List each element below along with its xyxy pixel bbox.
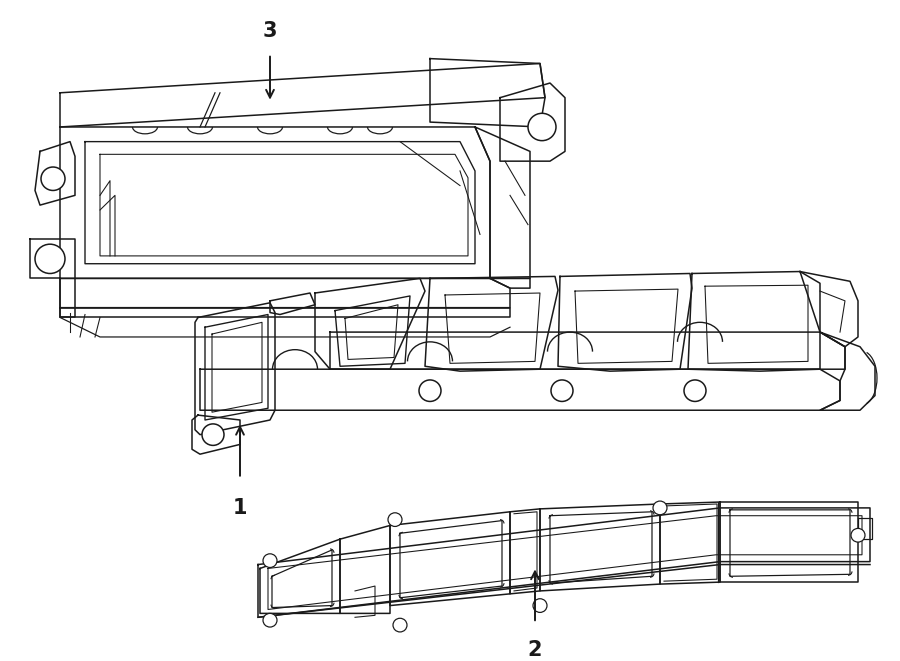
Circle shape (528, 113, 556, 141)
Polygon shape (490, 278, 530, 288)
Polygon shape (85, 141, 475, 264)
Polygon shape (425, 276, 558, 371)
Polygon shape (660, 502, 720, 584)
Polygon shape (340, 525, 390, 613)
Polygon shape (430, 59, 545, 127)
Text: 1: 1 (233, 498, 248, 518)
Polygon shape (558, 274, 692, 371)
Polygon shape (260, 539, 340, 613)
Polygon shape (30, 239, 75, 317)
Text: 3: 3 (263, 21, 277, 41)
Circle shape (851, 528, 865, 542)
Polygon shape (820, 332, 875, 410)
Polygon shape (858, 518, 872, 539)
Polygon shape (688, 272, 820, 371)
Circle shape (684, 380, 706, 401)
Polygon shape (475, 127, 530, 278)
Polygon shape (510, 509, 540, 594)
Polygon shape (35, 141, 75, 205)
Circle shape (35, 244, 65, 274)
Circle shape (41, 167, 65, 190)
Circle shape (551, 380, 573, 401)
Circle shape (419, 380, 441, 401)
Circle shape (202, 424, 224, 446)
Circle shape (393, 618, 407, 632)
Polygon shape (195, 303, 275, 435)
Polygon shape (60, 278, 510, 307)
Circle shape (263, 554, 277, 568)
Polygon shape (60, 127, 490, 278)
Circle shape (388, 513, 402, 526)
Polygon shape (192, 415, 240, 454)
Polygon shape (390, 512, 510, 605)
Polygon shape (330, 332, 845, 369)
Circle shape (653, 501, 667, 515)
Polygon shape (200, 369, 840, 410)
Circle shape (533, 599, 547, 612)
Polygon shape (60, 307, 510, 317)
Polygon shape (720, 502, 858, 582)
Text: 2: 2 (527, 640, 542, 660)
Circle shape (263, 613, 277, 627)
Polygon shape (60, 63, 545, 127)
Polygon shape (800, 272, 858, 347)
Polygon shape (258, 508, 870, 617)
Polygon shape (315, 278, 425, 369)
Polygon shape (540, 504, 660, 591)
Polygon shape (205, 315, 268, 420)
Polygon shape (335, 296, 410, 366)
Polygon shape (500, 83, 565, 161)
Polygon shape (270, 293, 315, 315)
